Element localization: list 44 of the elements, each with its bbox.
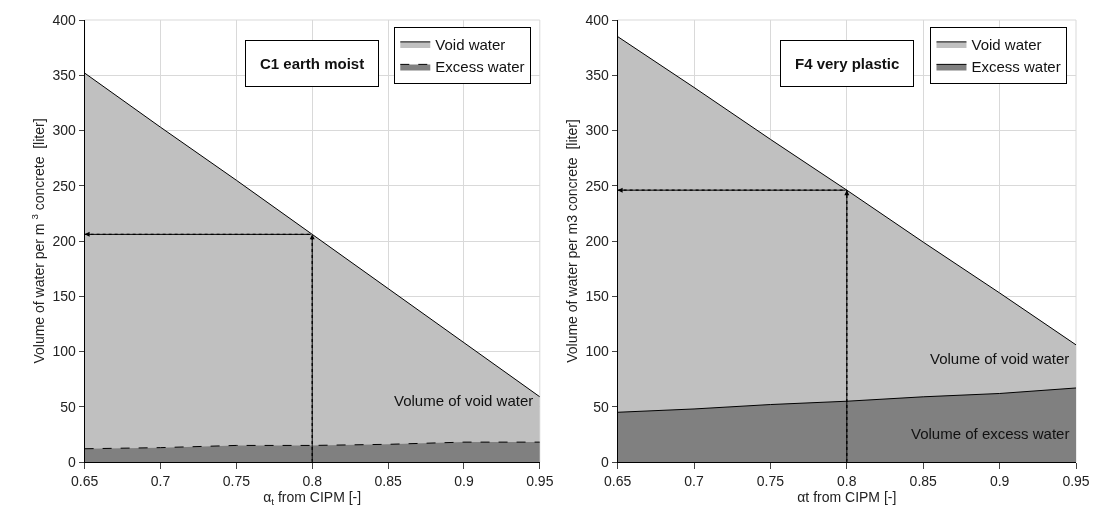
y-tick-label: 200 bbox=[52, 232, 77, 249]
y-tick-label: 400 bbox=[585, 11, 610, 28]
legend-label: Excess water bbox=[435, 58, 525, 76]
y-tick-label: 300 bbox=[585, 122, 610, 139]
y-axis-title: Volume of water per m3 concrete [liter] bbox=[564, 119, 581, 363]
x-tick-label: 0.65 bbox=[71, 472, 99, 489]
annotation: Volume of excess water bbox=[911, 425, 1070, 442]
x-tick-label: 0.9 bbox=[454, 472, 474, 489]
y-tick-label: 50 bbox=[60, 398, 77, 415]
text: F4 very plastic bbox=[795, 55, 900, 72]
y-tick-label: 350 bbox=[52, 67, 77, 84]
y-tick-label: 150 bbox=[585, 288, 610, 305]
annotation: Volume of void water bbox=[930, 350, 1070, 367]
legend-label: Void water bbox=[435, 35, 506, 53]
x-tick-label: 0.7 bbox=[150, 472, 171, 489]
x-axis-title: α$_{t}$ from CIPM [-] bbox=[263, 488, 362, 507]
y-tick-label: 250 bbox=[585, 177, 610, 194]
x-tick-label: 0.85 bbox=[374, 472, 402, 489]
x-tick-label: 0.75 bbox=[222, 472, 251, 489]
x-tick-label: 0.95 bbox=[1062, 472, 1090, 489]
y-tick-label: 300 bbox=[52, 122, 77, 139]
y-tick-label: 250 bbox=[52, 177, 77, 194]
y-tick-label: 50 bbox=[593, 398, 610, 415]
y-tick-label: 150 bbox=[52, 288, 77, 305]
y-tick-label: 100 bbox=[585, 343, 610, 360]
x-tick-label: 0.65 bbox=[604, 472, 632, 489]
x-tick-label: 0.8 bbox=[302, 472, 323, 489]
x-tick-label: 0.7 bbox=[684, 472, 704, 489]
text: C1 earth moist bbox=[260, 55, 365, 72]
x-axis-title: αt from CIPM [-] bbox=[797, 488, 897, 505]
x-tick-label: 0.85 bbox=[909, 472, 938, 489]
y-tick-label: 400 bbox=[52, 11, 77, 28]
x-tick-label: 0.9 bbox=[989, 472, 1010, 489]
annotation: Volume of void water bbox=[394, 392, 534, 409]
x-tick-label: 0.8 bbox=[837, 472, 857, 489]
y-tick-label: 100 bbox=[52, 343, 77, 360]
y-tick-label: 0 bbox=[68, 453, 77, 470]
x-tick-label: 0.95 bbox=[526, 472, 554, 489]
legend-label: Void water bbox=[971, 35, 1042, 53]
y-tick-label: 0 bbox=[601, 453, 610, 470]
y-tick-label: 200 bbox=[585, 232, 610, 249]
x-tick-label: 0.75 bbox=[756, 472, 785, 489]
y-tick-label: 350 bbox=[585, 67, 610, 84]
legend-label: Excess water bbox=[971, 58, 1061, 76]
